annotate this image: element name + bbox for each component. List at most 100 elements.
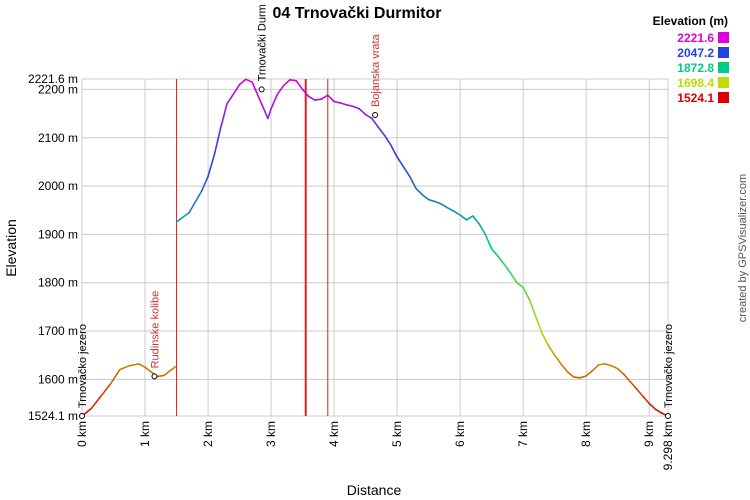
y-tick-label: 2221.6 m [28,72,78,86]
line-segment [509,272,518,284]
line-segment [415,187,424,196]
line-segment [446,207,455,212]
line-segment [654,408,663,414]
line-segment [339,102,348,106]
waypoint-dot [665,413,671,419]
line-segment [251,81,257,91]
line-segment [333,100,342,104]
y-axis-label: Elevation [3,219,19,277]
line-segment [90,395,102,410]
x-tick-label: 2 km [201,421,215,447]
line-segment [396,156,405,168]
line-segment [163,369,172,377]
waypoint-dot [79,413,85,419]
x-tick-label: 4 km [327,421,341,447]
line-segment [547,344,556,356]
waypoint-dot [372,112,379,119]
line-segment [534,315,543,335]
line-segment [295,79,304,91]
line-segment [572,376,581,379]
y-tick-label: 1600 m [38,372,78,386]
line-segment [522,286,531,301]
line-segment [402,165,411,178]
line-segment [566,370,575,378]
y-tick-label: 1524.1 m [28,409,78,423]
line-segment [629,380,638,390]
legend-entry-label: 1872.8 [677,61,714,75]
line-segment [528,298,537,318]
line-segment [585,369,594,377]
line-segment [352,105,361,110]
y-tick-label: 1700 m [38,324,78,338]
x-tick-labels: 0 km 1 km 2 km 3 km 4 km 5 km 6 km 7 km 8 km 9 km… [75,421,675,470]
legend-swatch [718,47,729,58]
legend: Elevation (m) 2221.62047.21872.81698.415… [653,14,729,105]
line-segment [282,78,291,87]
line-segment [616,367,625,376]
legend-swatch [718,62,729,73]
line-segment [591,364,600,372]
line-segment [109,368,121,385]
line-segment [254,88,263,105]
line-segment [175,211,190,223]
line-segment [100,383,112,398]
line-segment [219,103,228,129]
line-segment [497,255,506,266]
line-segment [260,103,269,120]
line-segment [137,363,146,369]
line-segment [490,248,499,257]
legend-entry-label: 2047.2 [677,46,714,60]
line-segment [301,88,310,98]
line-segment [245,78,253,83]
line-segment [408,175,417,190]
line-segment [459,214,468,221]
line-segment [560,363,569,373]
line-segment [320,94,329,100]
line-segment [289,78,298,82]
y-tick-label: 1900 m [38,227,78,241]
line-segment [610,365,619,370]
y-tick-label: 2000 m [38,179,78,193]
legend-swatch [718,77,729,88]
line-segment [434,200,443,205]
line-segment [635,388,644,398]
x-tick-label: 7 km [516,421,530,447]
x-tick-label: 8 km [579,421,593,447]
waypoint-label: Rudinske kolibe [149,291,161,369]
waypoint-dot [151,373,158,380]
line-segment [128,363,140,367]
grid [81,78,669,417]
line-segment [642,395,651,405]
line-segment [623,373,632,383]
line-segment [478,222,487,236]
line-segment [383,134,392,146]
line-segment [503,263,512,274]
y-tick-labels: 1524.1 m 1600 m 1700 m 1800 m 1900 m 2000 m 21… [28,72,78,423]
line-segment [604,363,613,367]
waypoint-label: Trnovački Durm [257,4,269,81]
line-segment [465,215,474,221]
line-segment [364,113,373,120]
legend-swatch [718,32,729,43]
chart-title: 04 Trnovački Durmitor [273,5,442,22]
y-tick-label: 2100 m [38,131,78,145]
x-axis-label: Distance [347,482,402,498]
x-tick-label: 0 km [75,421,89,447]
x-tick-label: 1 km [138,421,152,447]
line-segment [144,366,153,373]
line-segment [308,95,316,101]
line-segment [541,332,550,347]
waypoints: Trnovačko jezero Rudinske kolibe Trnovački… [77,4,675,419]
line-segment [579,375,587,379]
legend-title: Elevation (m) [653,14,728,28]
line-segment [232,83,241,96]
waypoint-label: Bojanska vrata [370,33,382,107]
line-segment [314,98,323,101]
line-segment [390,144,398,158]
line-segment [188,190,203,214]
line-segment [207,153,216,178]
line-segment [267,107,272,120]
legend-swatch [718,92,729,103]
line-segment [427,198,436,203]
line-segment [345,104,354,108]
